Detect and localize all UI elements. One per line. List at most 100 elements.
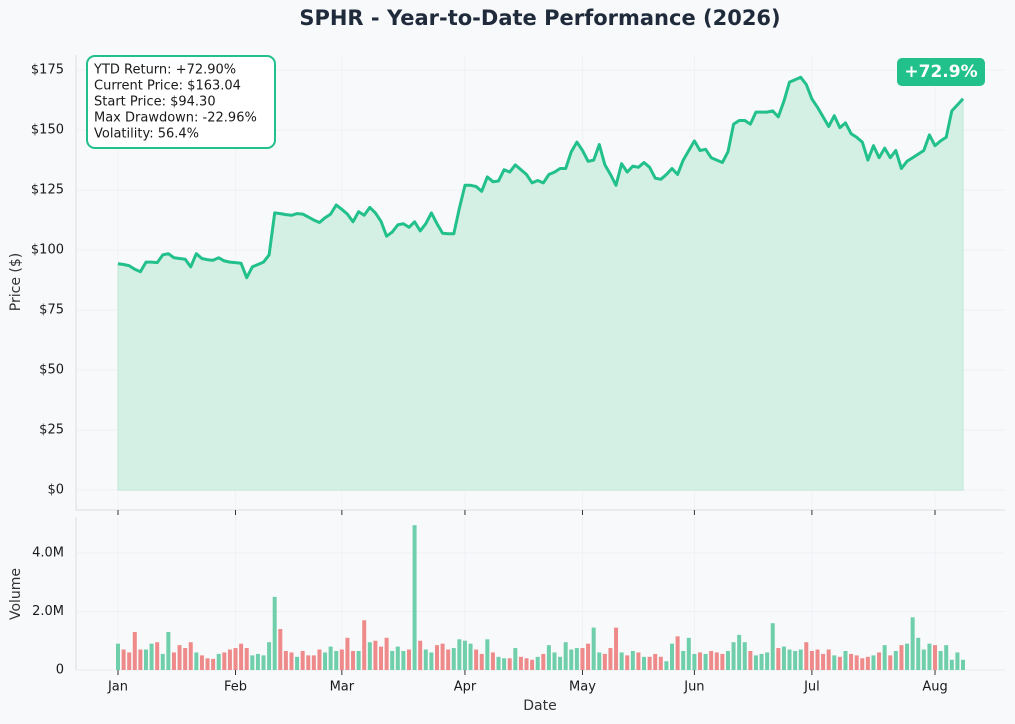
volume-bar (513, 648, 518, 670)
volume-bar (446, 649, 451, 670)
volume-bar (826, 649, 831, 670)
volume-bar (586, 643, 591, 670)
volume-bar (597, 652, 602, 670)
volume-bar (278, 629, 283, 670)
volume-bar (546, 645, 551, 670)
volume-bar (496, 656, 501, 670)
volume-bar (882, 645, 887, 670)
volume-bar (166, 631, 171, 670)
volume-bar (429, 652, 434, 670)
x-tick-label: Mar (330, 680, 355, 695)
volume-bar (356, 650, 361, 670)
y-tick-label: 0 (56, 663, 64, 678)
volume-bar (871, 655, 876, 670)
y-tick-label: $50 (39, 363, 64, 378)
volume-bar (362, 620, 367, 670)
volume-bar (267, 642, 272, 670)
volume-bar (502, 658, 507, 670)
x-tick-label: Aug (922, 680, 947, 695)
volume-bar (541, 653, 546, 670)
volume-bar (524, 658, 529, 670)
volume-bar (143, 649, 148, 670)
volume-bar (658, 656, 663, 670)
volume-bar (949, 659, 954, 670)
volume-bar (653, 653, 658, 670)
volume-bar (406, 649, 411, 670)
stats-text: Volatility: 56.4% (94, 127, 199, 142)
volume-bar (854, 655, 859, 670)
volume-bar (199, 655, 204, 670)
volume-bar (334, 650, 339, 670)
volume-bar (328, 646, 333, 670)
volume-bar (530, 659, 535, 670)
volume-axis-label: Volume (8, 568, 24, 620)
volume-bar (160, 653, 165, 670)
volume-bar (457, 639, 462, 670)
volume-bar (888, 655, 893, 670)
y-tick-label: $175 (31, 63, 64, 78)
volume-bar (753, 655, 758, 670)
stats-text: YTD Return: +72.90% (93, 63, 236, 78)
volume-bar (614, 627, 619, 670)
volume-bar (434, 645, 439, 670)
x-tick-label: Feb (224, 680, 247, 695)
volume-bar (451, 648, 456, 670)
volume-bar (703, 653, 708, 670)
stats-box (86, 55, 276, 149)
volume-bar (558, 656, 563, 670)
volume-bar (877, 652, 882, 670)
volume-bar (720, 653, 725, 670)
volume-bar (770, 623, 775, 670)
volume-bar (177, 645, 182, 670)
volume-bar (418, 640, 423, 670)
y-tick-label: $100 (31, 243, 64, 258)
volume-bar (239, 643, 244, 670)
volume-bar (927, 643, 932, 670)
volume-bar (485, 639, 490, 670)
volume-bar (591, 627, 596, 670)
volume-bar (116, 643, 120, 670)
volume-bar (295, 656, 300, 670)
volume-bar (194, 652, 199, 670)
volume-bar (731, 642, 736, 670)
volume-bar (171, 652, 176, 670)
volume-bar (798, 649, 803, 670)
volume-bar (462, 640, 467, 670)
volume-bar (149, 643, 154, 670)
y-tick-label: $150 (31, 123, 64, 138)
volume-bar (916, 637, 921, 670)
volume-bar (619, 652, 624, 670)
volume-bar (843, 650, 848, 670)
volume-bar (132, 631, 137, 670)
volume-bar (574, 648, 579, 670)
volume-bar (580, 648, 585, 670)
y-tick-label: $0 (47, 483, 64, 498)
volume-bar (821, 653, 826, 670)
y-tick-label: $25 (39, 423, 64, 438)
volume-bar (138, 649, 143, 670)
volume-bar (832, 655, 837, 670)
volume-bar (222, 652, 227, 670)
chart-title: SPHR - Year-to-Date Performance (2026) (299, 6, 780, 30)
volume-bar (373, 640, 378, 670)
volume-bar (401, 650, 406, 670)
volume-bar (893, 650, 898, 670)
volume-bar (261, 655, 266, 670)
volume-bar (351, 650, 356, 670)
volume-bar (155, 642, 160, 670)
volume-bar (815, 649, 820, 670)
volume-bar (910, 617, 915, 670)
x-tick-label: Jan (107, 680, 128, 695)
volume-bar (781, 646, 786, 670)
volume-bar (121, 649, 126, 670)
volume-bar (630, 650, 635, 670)
volume-bar (865, 656, 870, 670)
volume-bar (552, 652, 557, 670)
volume-bar (714, 652, 719, 670)
volume-bar (664, 661, 669, 670)
volume-bar (899, 645, 904, 670)
x-tick-label: May (569, 680, 596, 695)
volume-bar (367, 642, 372, 670)
volume-bar (317, 649, 322, 670)
